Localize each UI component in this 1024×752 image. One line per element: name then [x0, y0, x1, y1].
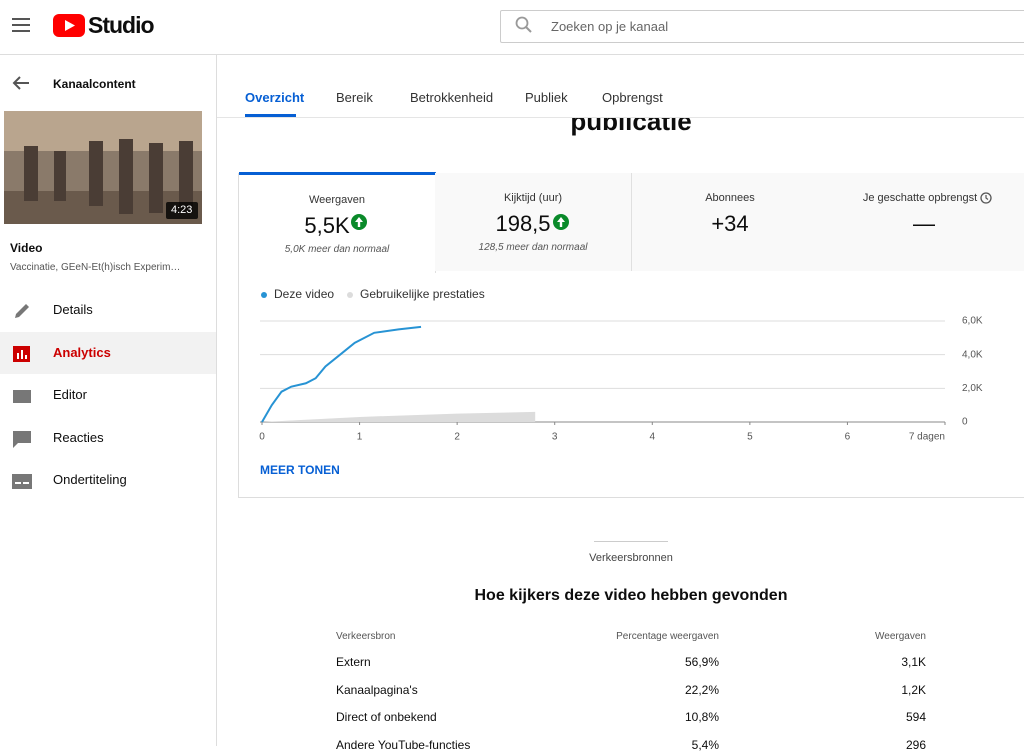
up-icon: [351, 214, 367, 230]
video-title: Vaccinatie, GEeN-Et(h)isch Experim…: [10, 262, 181, 273]
metric-value: +34: [711, 211, 749, 236]
legend-label: Gebruikelijke prestaties: [360, 287, 485, 301]
x-tick-label: 6: [845, 432, 851, 443]
chart: 0 2,0K 4,0K 6,0K 0 1 2 3 4 5 6 7 dagen Deze video Geb…: [259, 287, 983, 443]
metric-label: Je geschatte opbrengst: [862, 192, 978, 204]
legend-label: Deze video: [274, 287, 334, 301]
back-label: Kanaalcontent: [53, 77, 136, 91]
search-placeholder[interactable]: Zoeken op je kanaal: [551, 19, 669, 34]
nav-label: Editor: [53, 387, 87, 402]
metric-value: 5,5K: [304, 213, 350, 238]
metric-card[interactable]: Je geschatte opbrengst —: [828, 173, 1024, 271]
nav-label: Details: [53, 302, 93, 317]
logo-text[interactable]: Studio: [88, 12, 155, 38]
nav-item[interactable]: Ondertiteling: [0, 459, 216, 501]
tab[interactable]: Betrokkenheid: [410, 90, 494, 105]
metric-card[interactable]: Weergaven 5,5K 5,0K meer dan normaal: [239, 172, 436, 273]
tab[interactable]: Opbrengst: [602, 90, 663, 105]
search-icon: [515, 16, 532, 33]
series-line: [261, 325, 422, 423]
table-cell: 594: [905, 710, 926, 724]
y-tick-label: 4,0K: [962, 349, 983, 360]
table-cell: 10,8%: [684, 710, 719, 724]
table-cell: Extern: [336, 655, 371, 669]
nav-label: Ondertiteling: [53, 472, 127, 487]
video-duration: 4:23: [171, 204, 193, 216]
nav-label: Analytics: [53, 345, 111, 360]
x-tick-label: 1: [357, 432, 363, 443]
tab-bar: [217, 55, 1024, 118]
metric-value: 198,5: [495, 211, 551, 236]
metric-value: —: [913, 211, 935, 236]
logo-icon[interactable]: [53, 14, 85, 37]
nav-item[interactable]: Analytics: [0, 332, 216, 374]
table-cell: 296: [905, 737, 926, 752]
top-bar: [0, 0, 1024, 55]
metric-note: 5,0K meer dan normaal: [284, 244, 390, 255]
table-cell: Kanaalpagina's: [336, 682, 418, 697]
menu-icon[interactable]: [12, 18, 30, 32]
y-tick-label: 2,0K: [962, 383, 983, 394]
tab-indicator: [245, 114, 296, 117]
metric-note: 128,5 meer dan normaal: [478, 242, 588, 253]
x-tick-label: 4: [650, 432, 656, 443]
y-tick-label: 6,0K: [962, 316, 983, 327]
metric-card[interactable]: Abonnees +34: [632, 173, 829, 271]
divider: [594, 541, 668, 542]
table-cell: 56,9%: [684, 655, 719, 669]
more-button[interactable]: MEER TONEN: [260, 463, 340, 477]
column-header: Verkeersbron: [336, 631, 396, 642]
back-icon[interactable]: [12, 75, 30, 91]
sidebar-border: [216, 55, 217, 746]
video-thumbnail[interactable]: [4, 111, 202, 224]
x-tick-label: 5: [747, 432, 753, 443]
info-icon[interactable]: [980, 192, 992, 204]
x-tick-label: 7 dagen: [909, 432, 945, 443]
traffic-title: Hoe kijkers deze video hebben gevonden: [474, 587, 788, 604]
tab[interactable]: Bereik: [336, 90, 373, 105]
x-tick-label: 3: [552, 432, 558, 443]
y-tick-label: 0: [962, 417, 968, 428]
x-tick-label: 2: [454, 432, 460, 443]
metric-label: Kijktijd (uur): [503, 192, 563, 204]
table-cell: 3,1K: [901, 655, 926, 669]
x-tick-label: 0: [259, 432, 265, 443]
nav-item[interactable]: Editor: [0, 374, 216, 416]
table-cell: 1,2K: [901, 682, 926, 697]
column-header: Weergaven: [875, 631, 926, 642]
tab[interactable]: Overzicht: [245, 90, 305, 105]
heading-clip: publicatie: [217, 118, 1024, 148]
table-cell: 22,2%: [684, 682, 719, 697]
up-icon: [553, 214, 569, 230]
nav-item[interactable]: Details: [0, 289, 216, 331]
table-cell: Andere YouTube-functies: [336, 737, 471, 752]
search-box[interactable]: [500, 10, 1024, 43]
traffic-eyebrow: Verkeersbronnen: [589, 552, 673, 564]
legend-dot: [347, 292, 353, 298]
page-heading: publicatie: [570, 118, 692, 136]
tab[interactable]: Publiek: [525, 90, 568, 105]
video-label: Video: [10, 241, 43, 255]
metric-label: Weergaven: [308, 194, 366, 206]
table-cell: Direct of onbekend: [336, 710, 437, 724]
column-header: Percentage weergaven: [616, 631, 719, 642]
nav-item[interactable]: Reacties: [0, 417, 216, 459]
table-cell: 5,4%: [691, 737, 719, 752]
nav-label: Reacties: [53, 430, 104, 445]
metric-label: Abonnees: [705, 192, 755, 204]
legend-dot: [261, 292, 267, 298]
metric-card[interactable]: Kijktijd (uur) 198,5 128,5 meer dan norm…: [435, 173, 632, 271]
series-band: [262, 411, 536, 422]
